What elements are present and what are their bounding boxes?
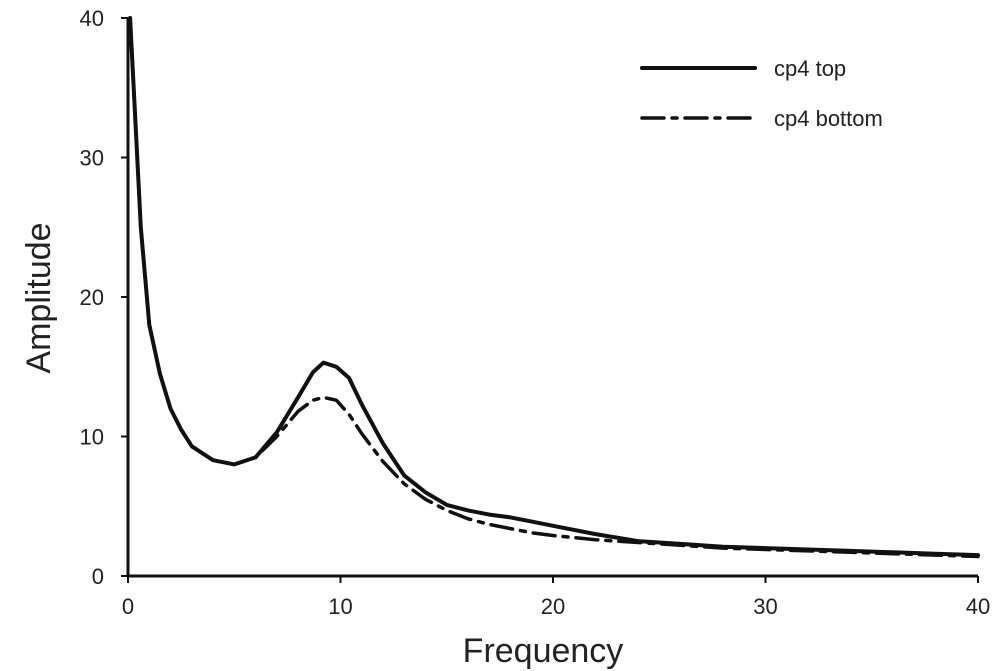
x-axis-title: Frequency <box>463 632 624 670</box>
series-line-cp4-bottom <box>128 16 980 559</box>
legend: cp4 top cp4 bottom <box>640 56 883 131</box>
x-tick-label: 0 <box>122 594 134 619</box>
y-tick-label: 40 <box>80 6 104 31</box>
y-tick-label: 10 <box>80 425 104 450</box>
y-tick-label: 30 <box>80 146 104 171</box>
x-tick-label: 20 <box>541 594 565 619</box>
y-tick-label: 0 <box>92 564 104 589</box>
x-tick-label: 10 <box>328 594 352 619</box>
x-tick-label: 40 <box>966 594 990 619</box>
series-layer <box>128 16 980 559</box>
y-axis-title: Amplitude <box>20 222 58 373</box>
axes-layer <box>126 18 978 578</box>
y-tick-label: 20 <box>80 285 104 310</box>
ticks-layer: 0 10 20 30 40 0 10 20 30 40 <box>80 6 991 619</box>
legend-label: cp4 top <box>774 56 846 81</box>
series-line-cp4-top <box>128 16 980 558</box>
legend-label: cp4 bottom <box>774 106 883 131</box>
x-tick-label: 30 <box>753 594 777 619</box>
